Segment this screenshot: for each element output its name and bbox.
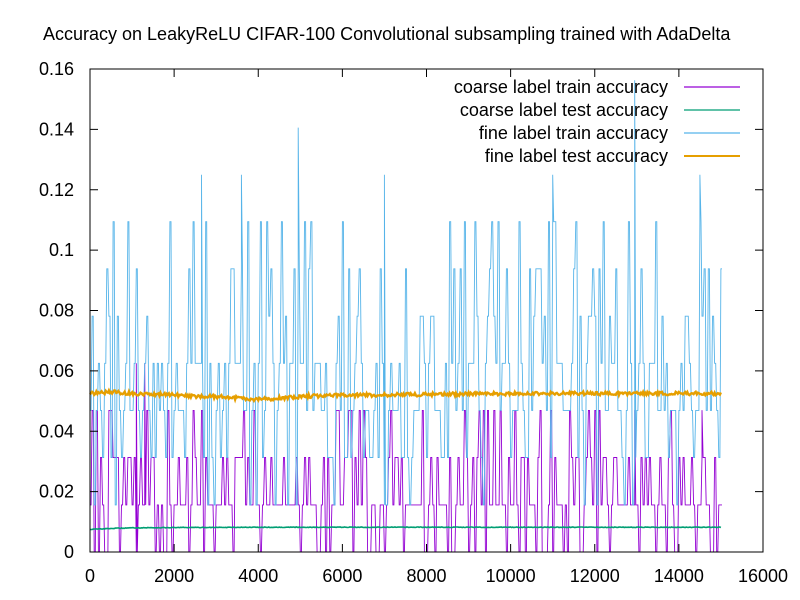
chart-title: Accuracy on LeakyReLU CIFAR-100 Convolut…	[43, 24, 731, 44]
x-tick-label: 16000	[738, 566, 788, 586]
y-tick-label: 0.14	[39, 119, 74, 139]
x-tick-label: 12000	[570, 566, 620, 586]
x-tick-label: 6000	[322, 566, 362, 586]
legend-label: fine label train accuracy	[479, 123, 668, 143]
y-tick-label: 0.08	[39, 301, 74, 321]
legend-label: coarse label train accuracy	[454, 77, 668, 97]
legend: coarse label train accuracy coarse label …	[454, 77, 740, 166]
y-tick-label: 0.16	[39, 59, 74, 79]
x-tick-label: 2000	[154, 566, 194, 586]
x-tick-label: 14000	[654, 566, 704, 586]
axis-layer: 0 2000 4000 6000 8000 10000 12000 14000 16000 0 0.…	[39, 59, 788, 586]
x-tick-label: 10000	[486, 566, 536, 586]
series-line-1	[90, 526, 722, 531]
series-line-3	[89, 387, 722, 404]
series-line-2	[90, 80, 722, 506]
y-tick-label: 0.04	[39, 421, 74, 441]
legend-label: coarse label test accuracy	[460, 100, 668, 120]
y-tick-label: 0.06	[39, 361, 74, 381]
series-line-0	[90, 363, 722, 553]
x-tick-label: 0	[85, 566, 95, 586]
y-tick-label: 0.1	[49, 240, 74, 260]
x-tick-label: 8000	[406, 566, 446, 586]
y-tick-label: 0.02	[39, 482, 74, 502]
y-tick-label: 0.12	[39, 180, 74, 200]
series-layer	[89, 80, 722, 553]
legend-label: fine label test accuracy	[485, 146, 668, 166]
y-tick-label: 0	[64, 542, 74, 562]
x-tick-label: 4000	[238, 566, 278, 586]
